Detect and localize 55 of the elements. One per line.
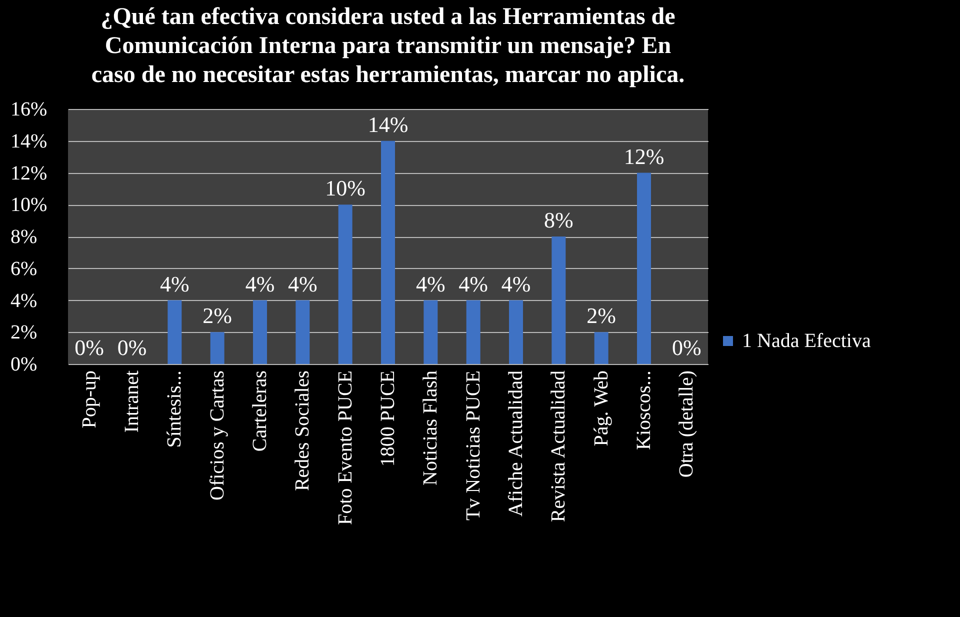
bar	[637, 172, 651, 364]
data-label: 4%	[458, 271, 488, 296]
x-tick-label: Noticias Flash	[420, 370, 442, 486]
y-tick-label: 10%	[10, 194, 48, 216]
bar	[424, 300, 438, 364]
bar	[509, 300, 523, 364]
data-label: 0%	[672, 335, 702, 360]
bar	[210, 332, 224, 364]
bar	[594, 332, 608, 364]
data-label: 0%	[74, 335, 104, 360]
y-tick-label: 8%	[10, 226, 38, 248]
text: caso de no necesitar estas herramientas, marcar no aplica.	[91, 62, 685, 88]
data-label: 4%	[160, 271, 190, 296]
x-tick-label: Síntesis...	[164, 370, 186, 448]
data-label: 2%	[202, 303, 232, 328]
data-label: 0%	[117, 335, 147, 360]
y-tick-label: 0%	[10, 354, 38, 376]
y-tick-label: 16%	[10, 98, 48, 120]
text: Comunicación Interna para transmitir un mensaje? En	[104, 33, 672, 59]
x-tick-label: 1800 PUCE	[377, 370, 399, 467]
x-tick-label: Intranet	[121, 370, 143, 433]
y-tick-label: 6%	[10, 258, 38, 280]
y-tick-label: 2%	[10, 322, 38, 344]
bar	[381, 140, 395, 364]
x-tick-label: Tv Noticias PUCE	[462, 370, 484, 520]
y-tick-label: 14%	[10, 130, 48, 152]
x-tick-label: Pop-up	[78, 370, 100, 428]
x-tick-label: Kioscos...	[633, 370, 655, 450]
data-label: 4%	[501, 271, 531, 296]
x-tick-label: Foto Evento PUCE	[334, 370, 356, 525]
data-label: 12%	[624, 144, 664, 169]
y-tick-label: 4%	[10, 290, 38, 312]
data-label: 2%	[586, 303, 616, 328]
bar	[338, 204, 352, 364]
x-tick-label: Oficios y Cartas	[206, 370, 228, 500]
x-tick-label: Pág. Web	[590, 370, 612, 446]
x-tick-label: Afiche Actualidad	[505, 370, 527, 517]
data-label: 8%	[544, 208, 574, 232]
legend-label: 1 Nada Efectiva	[742, 330, 871, 352]
bar	[253, 300, 267, 364]
bar	[466, 300, 480, 364]
data-label: 10%	[325, 176, 366, 201]
data-label: 14%	[368, 112, 408, 137]
bar	[296, 300, 310, 364]
text: ¿Qué tan efectiva considera usted a las Herramientas de	[100, 4, 676, 30]
x-tick-label: Otra (detalle)	[676, 370, 698, 478]
x-tick-label: Revista Actualidad	[548, 370, 570, 522]
bar	[168, 300, 182, 364]
data-label: 4%	[288, 271, 318, 296]
bar	[552, 236, 566, 364]
x-tick-label: Redes Sociales	[292, 370, 314, 492]
x-tick-label: Carteleras	[249, 370, 271, 452]
y-tick-label: 12%	[10, 162, 48, 184]
data-label: 4%	[245, 271, 275, 296]
data-label: 4%	[416, 271, 446, 296]
